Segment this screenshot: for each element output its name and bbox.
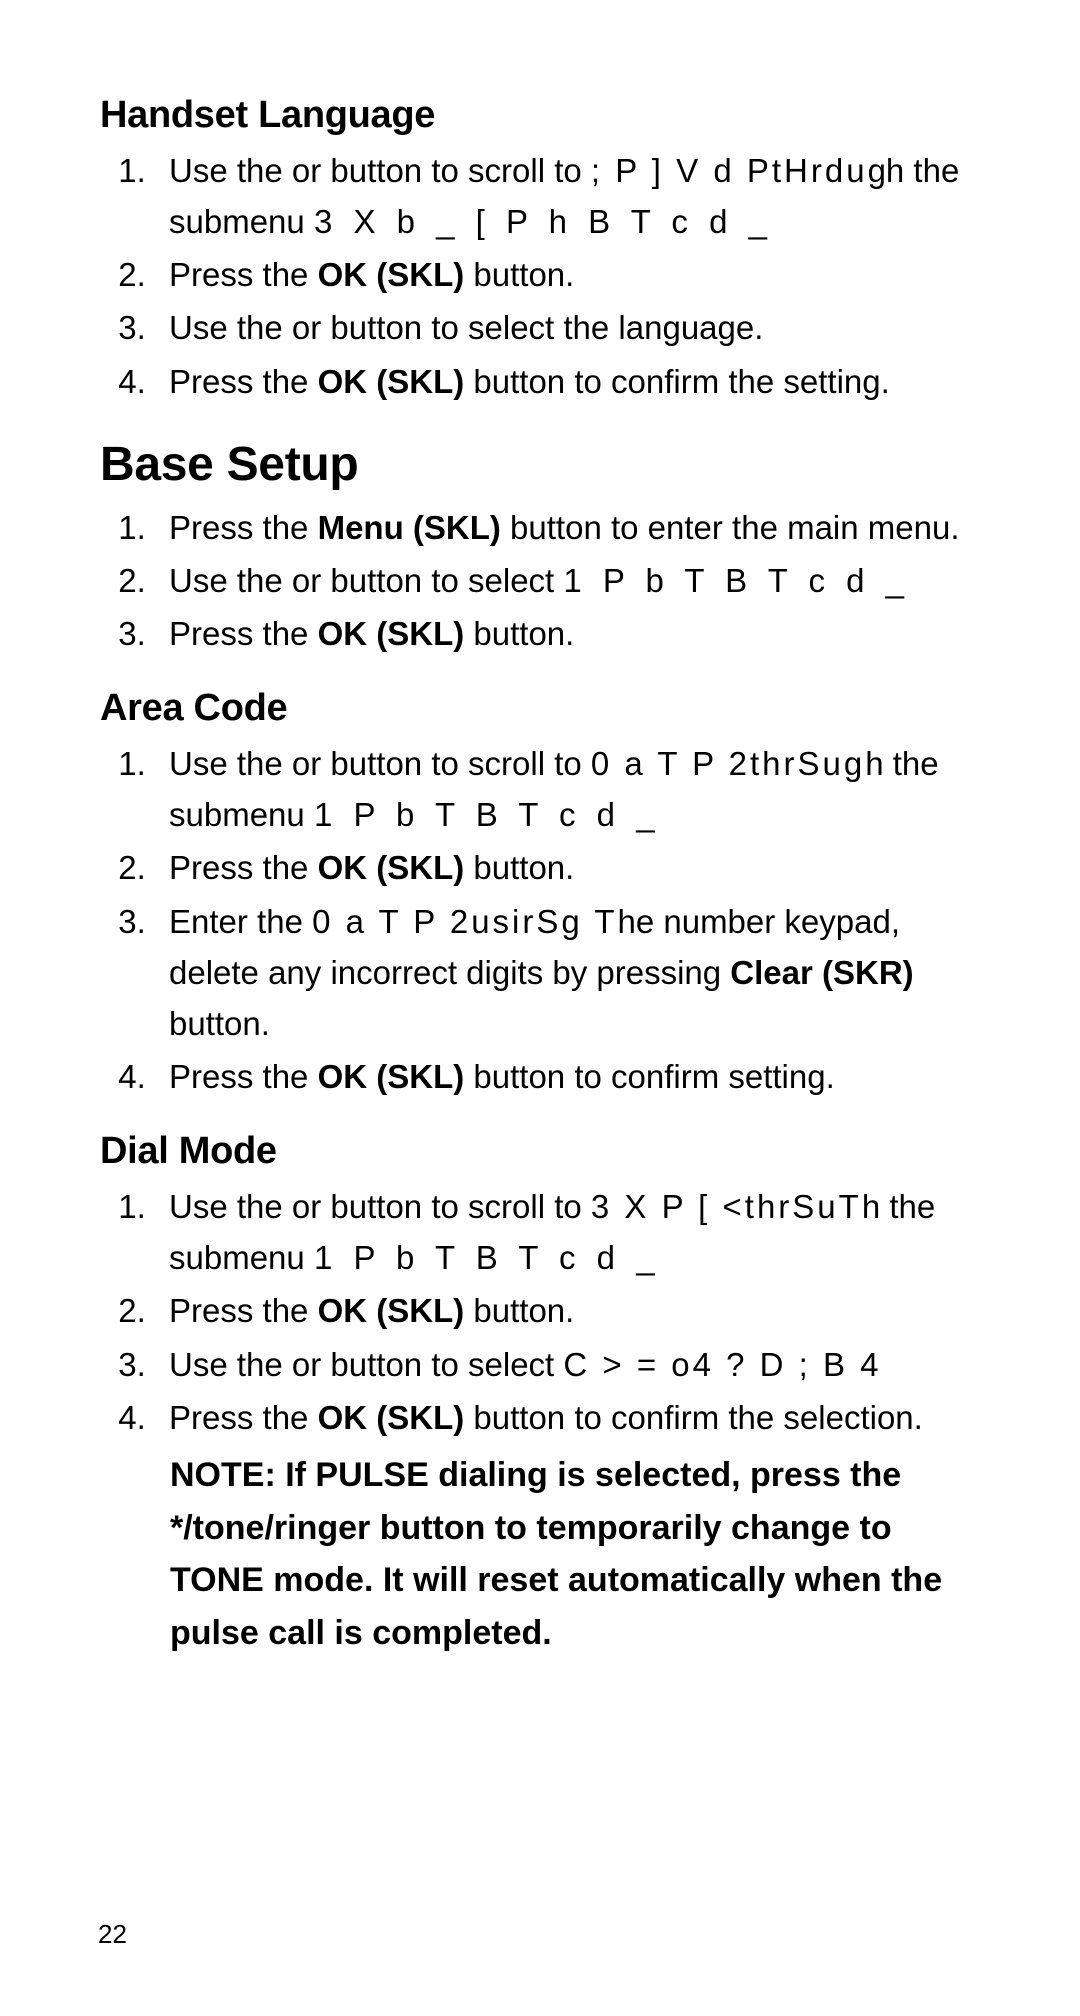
step: Press the Menu (SKL) button to enter the… <box>155 502 990 553</box>
text: button to confirm the selection. <box>464 1399 923 1436</box>
text: Enter the <box>169 903 312 940</box>
dial-mode-note: NOTE: If PULSE dialing is selected, pres… <box>170 1449 946 1660</box>
text: Press the <box>169 1292 318 1329</box>
garbled-text: C > = o4 ? D ; B 4 <box>563 1346 881 1383</box>
text: Use the or button to select <box>169 1346 563 1383</box>
step: Press the OK (SKL) button. <box>155 608 990 659</box>
text: Use the or button to scroll to <box>169 745 591 782</box>
text: button. <box>464 849 574 886</box>
heading-dial-mode: Dial Mode <box>100 1130 990 1173</box>
step: Press the OK (SKL) button. <box>155 1285 990 1336</box>
garbled-text: 0 a T P 2usirSg T <box>312 903 617 940</box>
manual-page: Handset Language Use the or button to sc… <box>0 0 1080 2016</box>
text: Press the <box>169 1058 318 1095</box>
bold-text: OK (SKL) <box>318 615 465 652</box>
bold-text: OK (SKL) <box>318 1399 465 1436</box>
step: Press the OK (SKL) button. <box>155 249 990 300</box>
text: Press the <box>169 615 318 652</box>
page-number: 22 <box>98 1919 127 1950</box>
bold-text: Clear (SKR) <box>730 954 913 991</box>
garbled-text: ; P ] V d PtHrdu <box>591 152 868 189</box>
bold-text: OK (SKL) <box>318 849 465 886</box>
heading-area-code: Area Code <box>100 687 990 730</box>
garbled-text: 1 P b T B T c d _ <box>563 562 910 599</box>
garbled-text: 1 P b T B T c d _ <box>314 1239 661 1276</box>
text: Press the <box>169 849 318 886</box>
text: Press the <box>169 509 318 546</box>
text: Press the <box>169 1399 318 1436</box>
step: Use the or button to select 1 P b T B T … <box>155 555 990 606</box>
bold-text: OK (SKL) <box>318 256 465 293</box>
step: Use the or button to select the language… <box>155 302 990 353</box>
text: button. <box>464 256 574 293</box>
step: Use the or button to scroll to 0 a T P 2… <box>155 738 990 840</box>
step: Use the or button to scroll to ; P ] V d… <box>155 145 990 247</box>
bold-text: OK (SKL) <box>318 363 465 400</box>
text: button to confirm the setting. <box>464 363 890 400</box>
text: Press the <box>169 363 318 400</box>
text: button. <box>464 615 574 652</box>
text: button to confirm setting. <box>464 1058 835 1095</box>
steps-area-code: Use the or button to scroll to 0 a T P 2… <box>100 738 990 1102</box>
step: Press the OK (SKL) button. <box>155 842 990 893</box>
step: Press the OK (SKL) button to confirm the… <box>155 356 990 407</box>
bold-text: OK (SKL) <box>318 1292 465 1329</box>
text: Use the or button to select the language… <box>169 309 763 346</box>
step: Press the OK (SKL) button to confirm the… <box>155 1392 990 1443</box>
garbled-text: 1 P b T B T c d _ <box>314 796 661 833</box>
text: Use the or button to select <box>169 562 563 599</box>
step: Enter the 0 a T P 2usirSg The number key… <box>155 896 990 1049</box>
garbled-text: 3 X b _ [ P h B T c d _ <box>314 203 773 240</box>
text: button. <box>169 1005 270 1042</box>
text: button to enter the main menu. <box>501 509 960 546</box>
text: button. <box>464 1292 574 1329</box>
step: Use the or button to scroll to 3 X P [ <… <box>155 1181 990 1283</box>
text: Use the or button to scroll to <box>169 152 591 189</box>
heading-handset-language: Handset Language <box>100 94 990 137</box>
steps-handset-language: Use the or button to scroll to ; P ] V d… <box>100 145 990 407</box>
step: Use the or button to select C > = o4 ? D… <box>155 1339 990 1390</box>
heading-base-setup: Base Setup <box>100 437 990 492</box>
garbled-text: 0 a T P 2thrSug <box>591 745 865 782</box>
garbled-text: 3 X P [ <thrSuT <box>591 1188 862 1225</box>
text: Use the or button to scroll to <box>169 1188 591 1225</box>
bold-text: Menu (SKL) <box>318 509 501 546</box>
steps-base-setup: Press the Menu (SKL) button to enter the… <box>100 502 990 659</box>
step: Press the OK (SKL) button to confirm set… <box>155 1051 990 1102</box>
bold-text: OK (SKL) <box>318 1058 465 1095</box>
steps-dial-mode: Use the or button to scroll to 3 X P [ <… <box>100 1181 990 1443</box>
text: Press the <box>169 256 318 293</box>
